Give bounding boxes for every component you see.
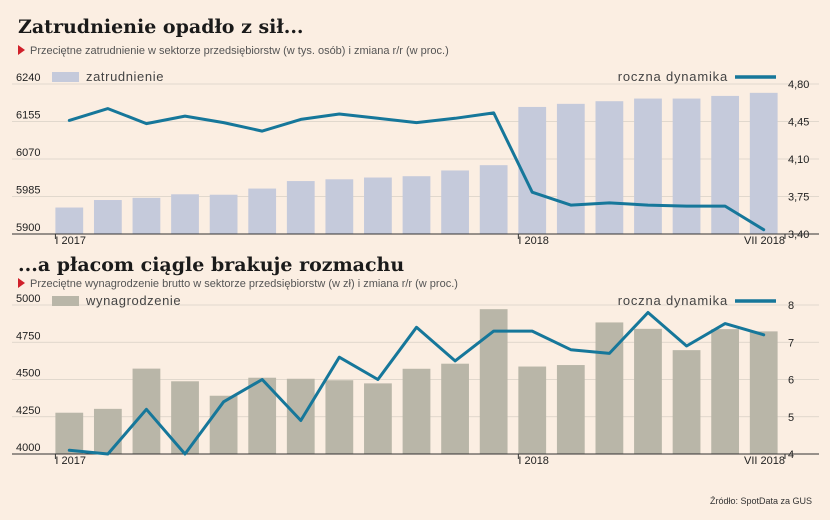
bar xyxy=(518,366,547,454)
x-tick-label: VII 2018 xyxy=(744,235,785,247)
bar xyxy=(93,408,122,454)
bar xyxy=(93,200,122,234)
chart1-subtitle-text: Przeciętne zatrudnienie w sektorze przed… xyxy=(30,45,449,57)
bar xyxy=(749,331,778,454)
y-right-tick-label: 6 xyxy=(788,375,794,387)
chart1-title: Zatrudnienie opadło z sił... xyxy=(18,16,304,38)
play-icon xyxy=(18,45,25,55)
dynamics-line xyxy=(67,311,766,456)
bar xyxy=(325,380,354,454)
bar xyxy=(634,98,662,234)
legend-line-label: roczna dynamika xyxy=(618,69,728,84)
bar xyxy=(132,197,161,234)
play-icon xyxy=(18,278,25,288)
bar xyxy=(248,188,277,234)
bar xyxy=(672,350,701,454)
dynamics-line xyxy=(67,107,766,232)
bar xyxy=(364,383,392,454)
chart2-subtitle-text: Przeciętne wynagrodzenie brutto w sektor… xyxy=(30,278,458,290)
y-right-tick-label: 4,10 xyxy=(788,154,809,166)
bar xyxy=(441,170,469,234)
legend-bar-swatch xyxy=(52,72,79,82)
y-left-tick-label: 4000 xyxy=(16,442,40,454)
y-right-tick-label: 3,40 xyxy=(788,229,809,241)
y-left-tick-label: 4750 xyxy=(16,330,40,342)
x-tick-label: I 2017 xyxy=(55,235,86,247)
y-right-tick-label: 4 xyxy=(788,449,794,461)
legend-bar-label: wynagrodzenie xyxy=(85,293,181,308)
y-left-tick-label: 5985 xyxy=(16,185,40,197)
source-note: Źródło: SpotData za GUS xyxy=(709,496,812,506)
bar xyxy=(634,328,662,454)
y-left-tick-label: 4500 xyxy=(16,368,40,380)
y-right-tick-label: 4,80 xyxy=(788,79,809,91)
bar xyxy=(209,395,238,454)
legend-bar-swatch xyxy=(52,296,79,306)
bar xyxy=(171,194,199,234)
legend-bar-label: zatrudnienie xyxy=(86,69,164,84)
chart2-title: ...a płacom ciągle brakuje rozmachu xyxy=(18,254,405,276)
employment-chart: 6240 4,80 6155 4,45 6070 4,10 5985 3,75 5900 3,40… xyxy=(12,69,819,247)
bar xyxy=(479,309,508,454)
y-left-tick-label: 5900 xyxy=(16,222,40,234)
y-right-tick-label: 8 xyxy=(788,300,794,312)
bar xyxy=(402,368,431,454)
y-left-tick-label: 5000 xyxy=(16,293,40,305)
bar xyxy=(402,176,431,234)
x-tick-label: I 2018 xyxy=(518,455,549,467)
y-left-tick-label: 6155 xyxy=(16,110,40,122)
y-right-tick-label: 5 xyxy=(788,412,794,424)
bar xyxy=(441,363,469,454)
chart2-subtitle: Przeciętne wynagrodzenie brutto w sektor… xyxy=(18,278,458,290)
legend-line-label: roczna dynamika xyxy=(618,293,728,308)
y-left-tick-label: 6070 xyxy=(16,147,40,159)
bar xyxy=(209,194,238,234)
bar xyxy=(556,103,585,234)
x-tick-label: VII 2018 xyxy=(744,455,785,467)
wages-chart: 5000 8 4750 7 4500 6 4250 5 4000 4 I 2017 I 2018 VII… xyxy=(12,293,819,467)
y-left-tick-label: 4250 xyxy=(16,405,40,417)
bar xyxy=(556,365,585,454)
bar xyxy=(286,181,315,234)
bar xyxy=(672,98,701,234)
y-right-tick-label: 4,45 xyxy=(788,117,809,129)
bar xyxy=(711,329,740,454)
bar xyxy=(749,92,778,234)
bar xyxy=(325,179,354,234)
x-tick-label: I 2018 xyxy=(518,235,549,247)
bar xyxy=(55,412,84,454)
bar xyxy=(595,101,624,234)
chart1-subtitle: Przeciętne zatrudnienie w sektorze przed… xyxy=(18,45,449,57)
y-left-tick-label: 6240 xyxy=(16,72,40,84)
bar xyxy=(364,177,392,234)
bar xyxy=(55,207,84,234)
y-right-tick-label: 3,75 xyxy=(788,192,809,204)
bar xyxy=(286,378,315,454)
y-right-tick-label: 7 xyxy=(788,337,794,349)
bar xyxy=(479,165,508,234)
x-tick-label: I 2017 xyxy=(55,455,86,467)
